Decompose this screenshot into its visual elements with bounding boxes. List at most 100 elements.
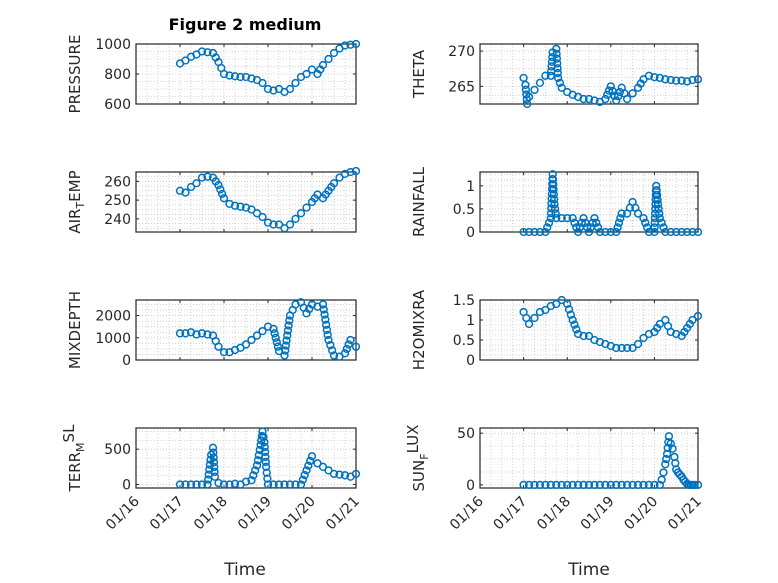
- y-tick-label: 50: [457, 426, 475, 442]
- data-point: [628, 89, 637, 98]
- data-point: [263, 480, 273, 489]
- data-point: [601, 480, 610, 490]
- data-point: [541, 305, 550, 315]
- data-point: [606, 82, 615, 91]
- data-point: [612, 227, 621, 237]
- data-point: [573, 480, 583, 490]
- data-point: [549, 190, 559, 199]
- y-axis-label: RAINFALL: [410, 166, 428, 237]
- data-point: [296, 209, 306, 218]
- data-point: [666, 227, 675, 237]
- data-point: [197, 173, 207, 182]
- data-point: [318, 300, 328, 309]
- data-point: [615, 87, 625, 97]
- data-point: [590, 96, 599, 105]
- data-point: [203, 480, 212, 489]
- data-point: [214, 342, 223, 351]
- data-point: [326, 341, 335, 350]
- data-point: [261, 452, 270, 462]
- data-point: [344, 340, 353, 349]
- data-point: [258, 326, 267, 336]
- data-point: [329, 469, 339, 479]
- data-point: [633, 339, 643, 349]
- data-point: [291, 78, 300, 88]
- data-point: [579, 480, 588, 490]
- data-point: [260, 442, 269, 452]
- data-point: [258, 427, 267, 436]
- data-point: [677, 227, 686, 237]
- y-axis-label-part: TERR: [66, 452, 84, 493]
- data-point: [285, 84, 295, 94]
- data-point: [304, 461, 313, 470]
- data-point: [340, 41, 350, 50]
- data-point: [693, 311, 703, 321]
- data-point: [247, 74, 256, 83]
- data-point: [579, 94, 588, 104]
- data-point: [666, 75, 675, 85]
- data-point: [623, 343, 632, 353]
- data-point: [614, 218, 624, 227]
- data-point: [524, 92, 534, 102]
- subplot-2: 265 270 THETA: [410, 43, 703, 109]
- data-point: [595, 480, 605, 490]
- data-point: [552, 54, 562, 63]
- y-tick-label: 600: [104, 97, 131, 113]
- subplot-3: 240 250 260 AIRTEMP: [66, 166, 361, 234]
- subplot-4: 0 0.5 1 RAINFALL: [410, 166, 703, 241]
- data-point: [203, 48, 212, 57]
- data-point: [655, 214, 664, 223]
- data-point: [262, 468, 271, 477]
- data-point: [617, 480, 626, 490]
- data-point: [661, 227, 670, 237]
- data-point: [549, 185, 558, 194]
- data-point: [639, 480, 648, 490]
- data-point: [541, 480, 550, 490]
- subplot-5: 0 1000 2000 MIXDEPTH: [66, 291, 361, 369]
- data-point: [655, 209, 664, 218]
- data-point: [530, 85, 539, 95]
- data-point: [329, 179, 339, 188]
- data-point: [616, 214, 625, 223]
- y-tick-label: 0: [122, 477, 131, 493]
- data-point: [550, 195, 559, 204]
- y-axis-label-part: M: [74, 442, 87, 452]
- data-point: [623, 480, 632, 490]
- data-point: [340, 349, 350, 358]
- data-point: [577, 218, 586, 227]
- data-point: [283, 331, 292, 340]
- data-point: [541, 71, 550, 80]
- data-point: [281, 346, 290, 355]
- data-point: [230, 72, 240, 81]
- y-tick-label: 0: [466, 478, 475, 494]
- data-point: [186, 480, 196, 489]
- y-axis-label-part: EMP: [66, 170, 84, 201]
- data-point: [535, 227, 545, 237]
- data-point: [668, 444, 677, 453]
- data-point: [219, 69, 229, 79]
- data-point: [548, 170, 557, 179]
- data-point: [604, 86, 614, 95]
- data-point: [572, 223, 581, 232]
- data-point: [633, 480, 643, 490]
- axes-frame: [135, 299, 357, 361]
- data-point: [677, 76, 686, 85]
- subplot-6: 0 0.5 1 1.5 H2OMIXRA: [410, 289, 703, 370]
- data-point: [241, 477, 251, 486]
- y-tick-label: 0.5: [453, 202, 475, 218]
- data-point: [564, 305, 574, 314]
- data-point: [260, 447, 270, 457]
- data-point: [644, 71, 654, 80]
- y-tick-label: 1: [466, 179, 475, 195]
- axes-frame: [479, 43, 699, 105]
- data-point: [593, 223, 603, 232]
- data-point: [524, 227, 534, 237]
- data-point: [282, 336, 291, 345]
- data-point: [302, 466, 311, 475]
- data-point: [181, 480, 190, 489]
- data-point: [298, 475, 307, 484]
- data-point: [249, 471, 258, 480]
- data-point: [346, 40, 355, 49]
- data-point: [659, 223, 668, 232]
- y-axis-label: SUNFLUX: [404, 425, 431, 492]
- data-point: [553, 68, 562, 78]
